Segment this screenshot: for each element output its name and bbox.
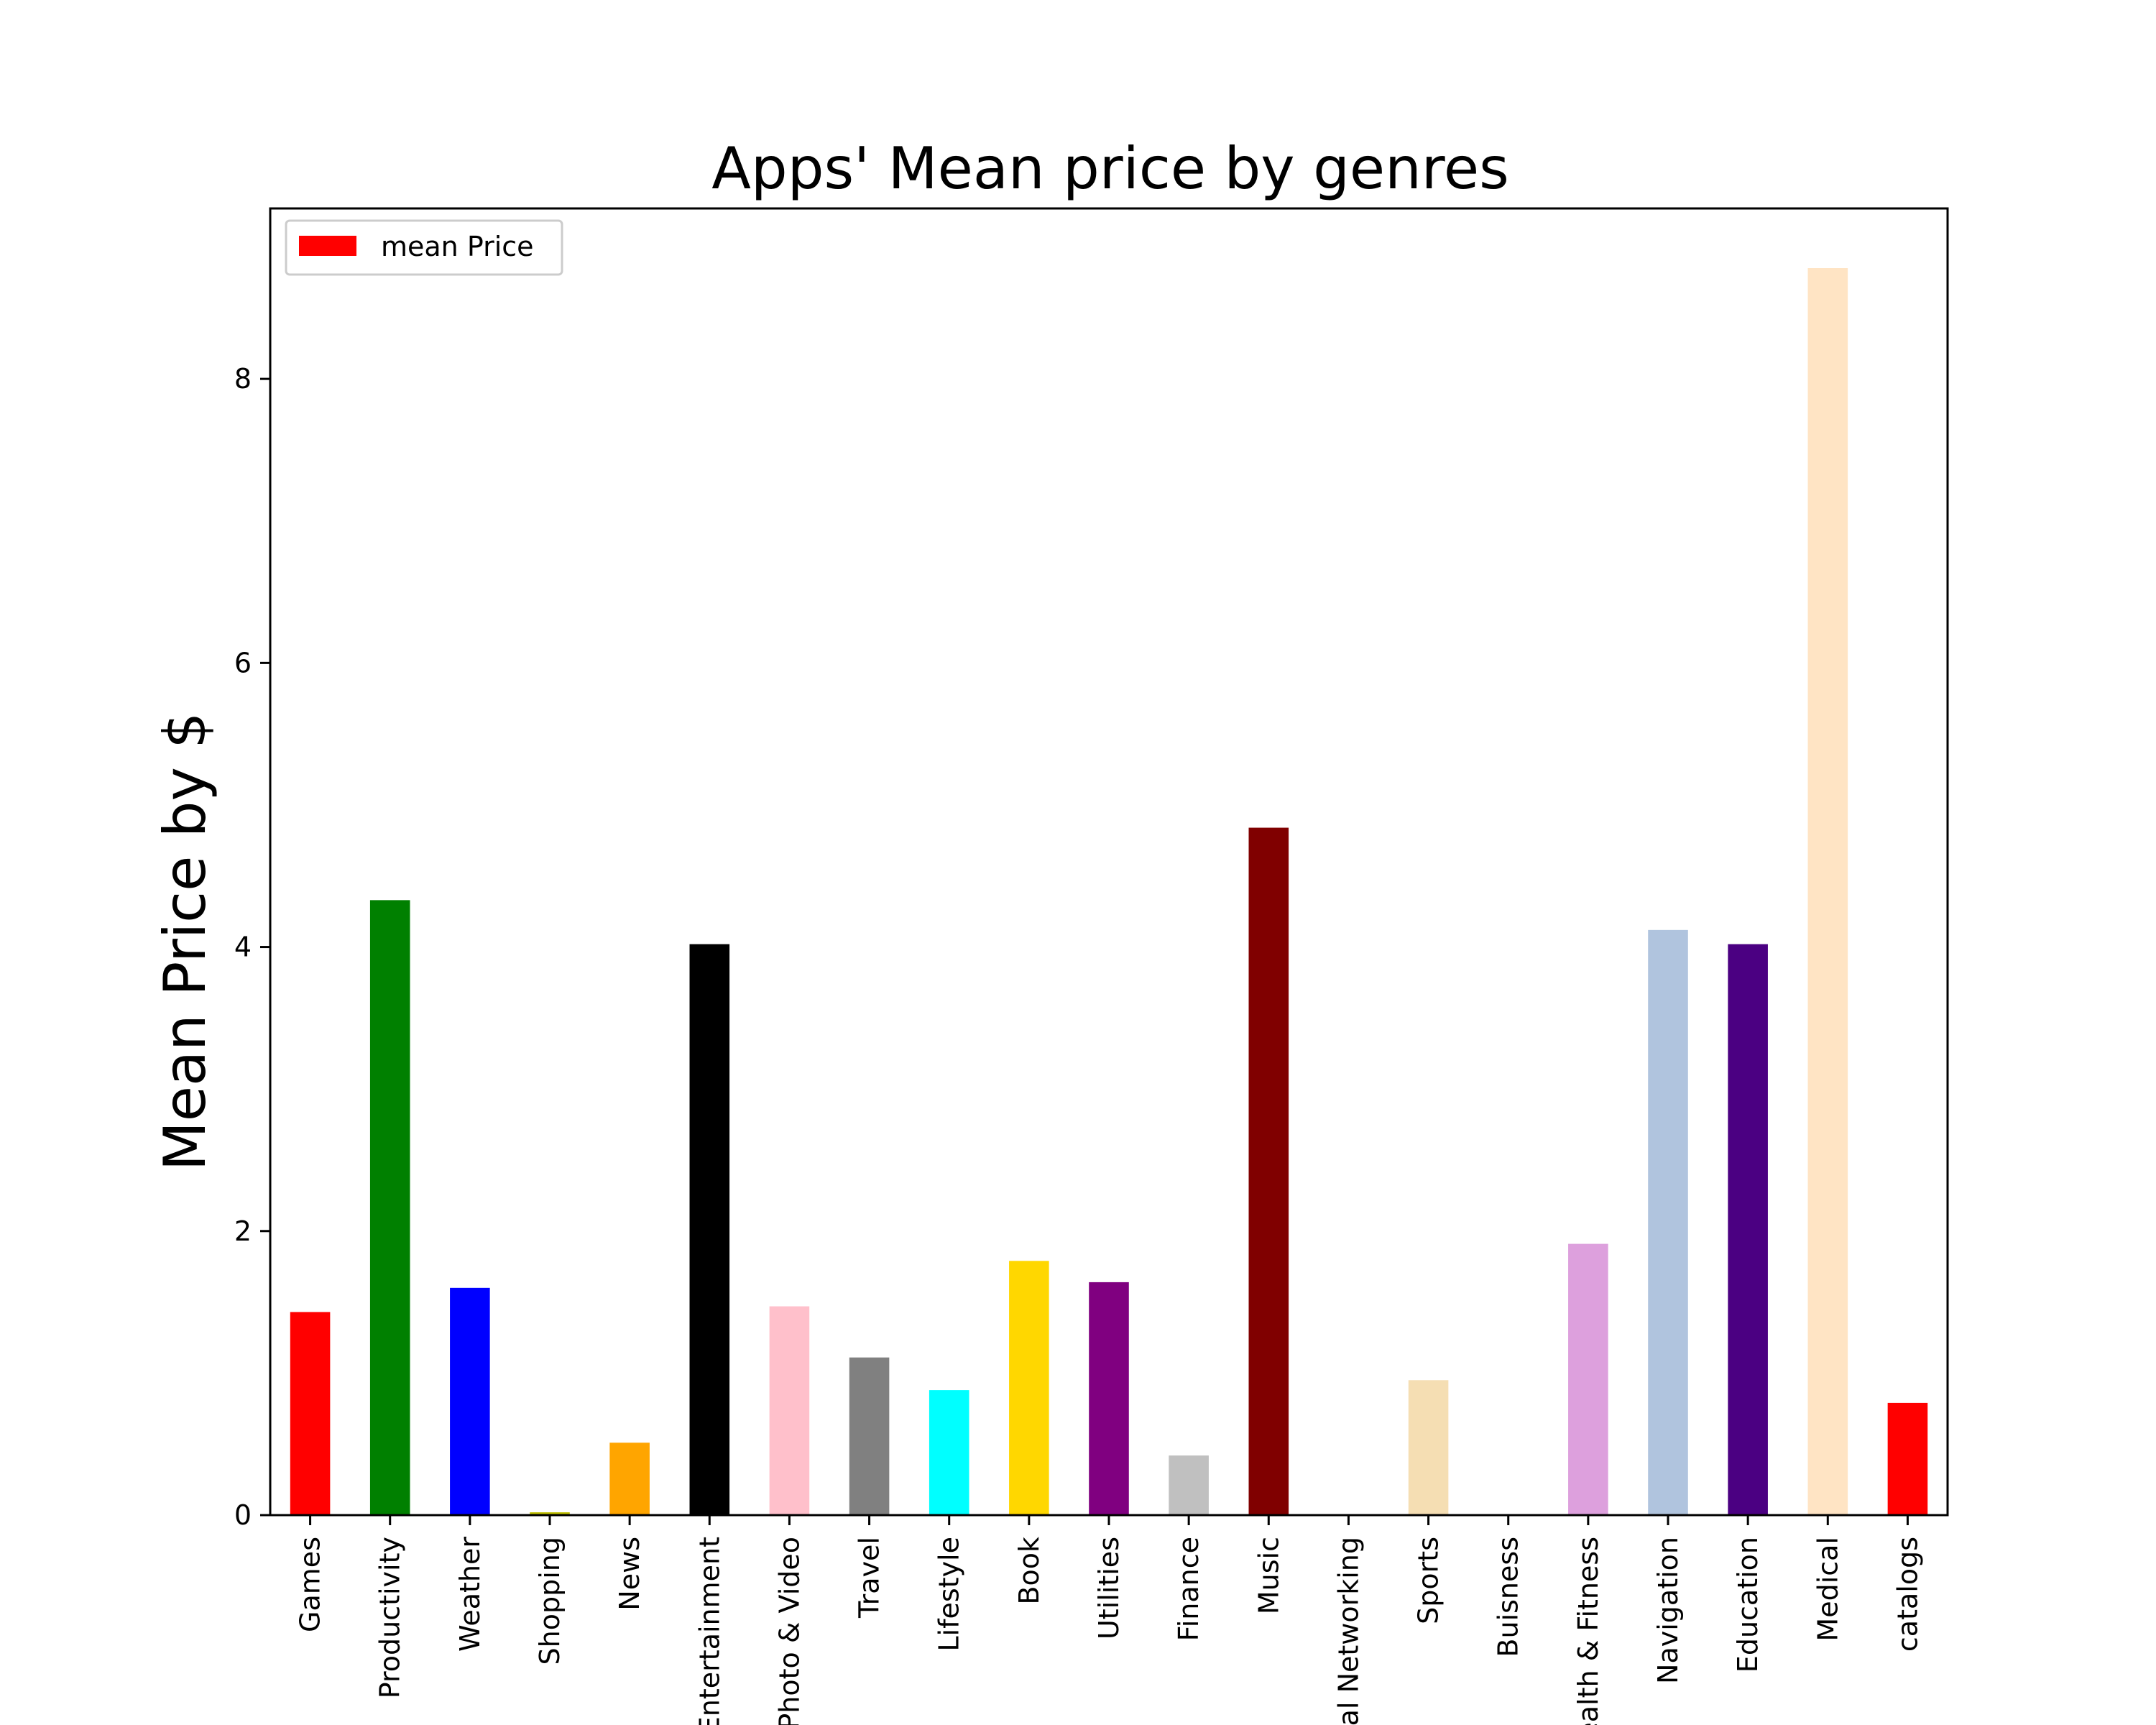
- x-tick-label: catalogs: [1892, 1537, 1923, 1652]
- x-tick-label: Social Networking: [1332, 1537, 1364, 1725]
- bar-games: [290, 1312, 331, 1515]
- bar-book: [1009, 1261, 1049, 1515]
- y-tick-label: 6: [234, 647, 252, 678]
- bar-entertainment: [689, 944, 730, 1515]
- bar-health-fitness: [1568, 1243, 1608, 1515]
- bar-photo-video: [769, 1306, 810, 1515]
- x-tick-label: Travel: [854, 1537, 885, 1619]
- x-tick-label: Navigation: [1652, 1537, 1684, 1684]
- legend-swatch: [299, 236, 356, 256]
- bar-lifestyle: [929, 1390, 969, 1515]
- x-tick-label: Productivity: [374, 1537, 406, 1698]
- bar-sports: [1408, 1380, 1449, 1515]
- legend: mean Price: [285, 219, 563, 276]
- x-tick-label: Education: [1732, 1537, 1764, 1673]
- x-tick-label: Shopping: [534, 1537, 566, 1665]
- bar-medical: [1807, 267, 1848, 1516]
- plot-frame: [269, 207, 1949, 1517]
- bar-finance: [1169, 1455, 1209, 1515]
- x-tick-label: Music: [1253, 1537, 1284, 1614]
- bars-group: [290, 267, 1928, 1516]
- x-tick-label: Lifestyle: [934, 1537, 965, 1652]
- x-tick-label: Entertainment: [694, 1537, 725, 1725]
- x-tick-label: Games: [295, 1537, 326, 1632]
- y-axis-label: Mean Price by $: [152, 712, 218, 1171]
- x-tick-label: Book: [1013, 1537, 1045, 1605]
- bar-catalogs: [1887, 1402, 1928, 1515]
- x-tick-label: Utilities: [1093, 1537, 1125, 1639]
- y-tick-label: 8: [234, 363, 252, 395]
- bar-utilities: [1089, 1282, 1129, 1515]
- x-tick-label: Photo & Video: [773, 1537, 805, 1725]
- legend-box: [285, 219, 563, 276]
- x-tick-label: Finance: [1173, 1537, 1204, 1641]
- x-tick-label: Medical: [1812, 1537, 1843, 1642]
- bar-weather: [450, 1287, 490, 1515]
- x-tick-label: Buisness: [1493, 1537, 1524, 1657]
- bar-education: [1728, 944, 1768, 1515]
- y-tick-label: 0: [234, 1499, 252, 1531]
- legend-label: mean Price: [381, 231, 534, 262]
- bar-travel: [849, 1357, 890, 1515]
- x-axis-ticks: Games Productivity Weather Shopping News Ente…: [295, 1515, 1923, 1725]
- x-tick-label: Weather: [454, 1537, 486, 1652]
- x-tick-label: News: [614, 1537, 645, 1611]
- bar-shopping: [530, 1512, 570, 1515]
- chart-title: Apps' Mean price by genres: [711, 135, 1509, 202]
- x-tick-label: Sports: [1413, 1537, 1445, 1624]
- y-tick-label: 4: [234, 932, 252, 963]
- bar-music: [1248, 827, 1289, 1515]
- bar-news: [609, 1443, 650, 1515]
- y-axis-ticks: 0 2 4 6 8: [234, 363, 270, 1531]
- bar-navigation: [1648, 929, 1688, 1515]
- y-tick-label: 2: [234, 1215, 252, 1247]
- x-tick-label: Health & Fitness: [1572, 1537, 1604, 1725]
- bar-productivity: [369, 900, 410, 1515]
